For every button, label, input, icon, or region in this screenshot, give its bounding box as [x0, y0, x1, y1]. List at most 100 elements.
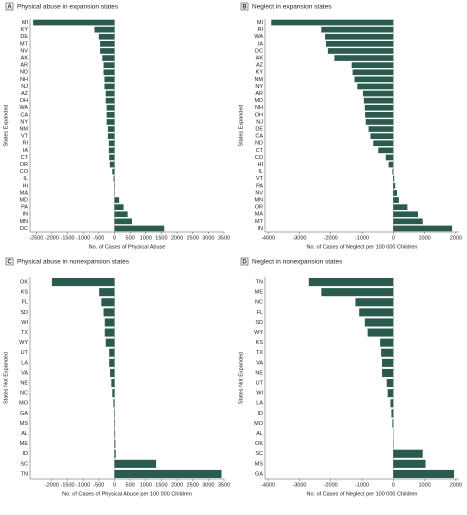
bar [326, 41, 393, 47]
y-tick-label: NM [254, 77, 263, 83]
bar [393, 183, 395, 189]
x-tick-label: -1500 [61, 235, 75, 241]
bar [114, 470, 221, 478]
x-tick-label: 3000 [202, 235, 214, 241]
y-tick-label: WI [21, 320, 28, 326]
y-tick-label: NM [19, 127, 28, 133]
y-tick-label: AZ [256, 63, 264, 69]
y-tick-label: SC [20, 461, 28, 467]
bar [110, 162, 115, 168]
bar [100, 41, 114, 47]
y-tick-label: TN [256, 280, 263, 286]
bar [366, 119, 394, 125]
x-tick-label: -2000 [45, 235, 59, 241]
x-tick-label: -1000 [355, 235, 369, 241]
bar [382, 369, 393, 377]
x-tick-label: -500 [93, 235, 104, 241]
bar [370, 133, 393, 139]
x-tick-label: 3500 [218, 235, 230, 241]
y-tick-label: WI [256, 391, 263, 397]
x-tick-label: -1500 [61, 482, 75, 488]
bar [393, 204, 407, 210]
y-tick-label: NH [20, 77, 28, 83]
y-tick-label: HI [23, 183, 29, 189]
x-tick-label: -2000 [324, 482, 338, 488]
bar [369, 126, 394, 132]
y-tick-label: OR [255, 205, 263, 211]
bar [365, 112, 393, 118]
bar [309, 278, 393, 286]
x-tick-label: 2000 [171, 235, 183, 241]
bar [106, 91, 115, 97]
x-tick-label: 1000 [140, 235, 152, 241]
bar [108, 126, 115, 132]
y-tick-label: KS [256, 340, 264, 346]
y-tick-label: NJ [21, 84, 28, 90]
x-axis-label: No. of Cases of Physical Abuse [89, 244, 166, 250]
x-tick-label: 2000 [171, 482, 183, 488]
x-tick-label: -4000 [261, 482, 275, 488]
y-tick-label: ID [23, 451, 29, 457]
y-tick-label: DE [255, 127, 263, 133]
x-tick-label: 1500 [155, 235, 167, 241]
bar [106, 339, 115, 347]
y-tick-label: HI [258, 162, 264, 168]
x-tick-label: 1500 [155, 482, 167, 488]
bar [393, 470, 454, 478]
y-tick-label: IA [23, 148, 29, 154]
bar [365, 318, 393, 326]
y-tick-label: MN [19, 219, 28, 225]
bar [393, 197, 399, 203]
bar [368, 329, 394, 337]
y-tick-label: TX [21, 330, 28, 336]
bar [365, 105, 393, 111]
bar [364, 98, 393, 104]
bar [388, 389, 394, 397]
y-tick-label: DC [255, 48, 263, 54]
y-tick-label: VT [21, 134, 29, 140]
y-tick-label: CA [20, 112, 28, 118]
x-tick-label: -1000 [76, 482, 90, 488]
bar [354, 77, 393, 83]
panel-title: Neglect in nonexpansion states [252, 259, 343, 266]
x-tick-label: 0 [113, 482, 116, 488]
bar [373, 140, 393, 146]
x-tick-label: -500 [93, 482, 104, 488]
y-tick-label: MT [20, 41, 29, 47]
bar [114, 197, 119, 203]
y-tick-label: RI [258, 27, 264, 33]
bar [393, 190, 397, 196]
y-tick-label: NE [20, 381, 28, 387]
bar [107, 105, 115, 111]
y-tick-label: DC [20, 226, 28, 232]
bar [114, 176, 115, 182]
y-tick-label: KY [21, 27, 29, 33]
y-tick-label: CT [256, 148, 264, 154]
y-tick-label: PA [21, 205, 28, 211]
bar [109, 359, 114, 367]
x-tick-label: 0 [113, 235, 116, 241]
x-tick-label: 2000 [450, 482, 462, 488]
x-tick-label: 1000 [418, 482, 430, 488]
bar [114, 219, 132, 225]
y-tick-label: DE [20, 34, 28, 40]
y-tick-label: NE [255, 370, 263, 376]
y-tick-label: MO [19, 401, 29, 407]
y-tick-label: VA [21, 370, 28, 376]
y-tick-label: MI [257, 20, 264, 26]
x-tick-label: 2500 [187, 235, 199, 241]
y-tick-label: TN [21, 471, 28, 477]
y-tick-label: MN [254, 198, 263, 204]
y-tick-label: LA [21, 360, 28, 366]
y-tick-label: CA [255, 134, 263, 140]
y-tick-label: NH [255, 105, 263, 111]
panel-letter: A [7, 5, 12, 11]
x-tick-label: -1000 [76, 235, 90, 241]
y-tick-label: MD [19, 198, 28, 204]
panel-letter: B [242, 5, 247, 11]
x-tick-label: -3000 [292, 235, 306, 241]
bar [386, 155, 394, 161]
bar [107, 119, 115, 125]
y-tick-label: AZ [21, 91, 29, 97]
